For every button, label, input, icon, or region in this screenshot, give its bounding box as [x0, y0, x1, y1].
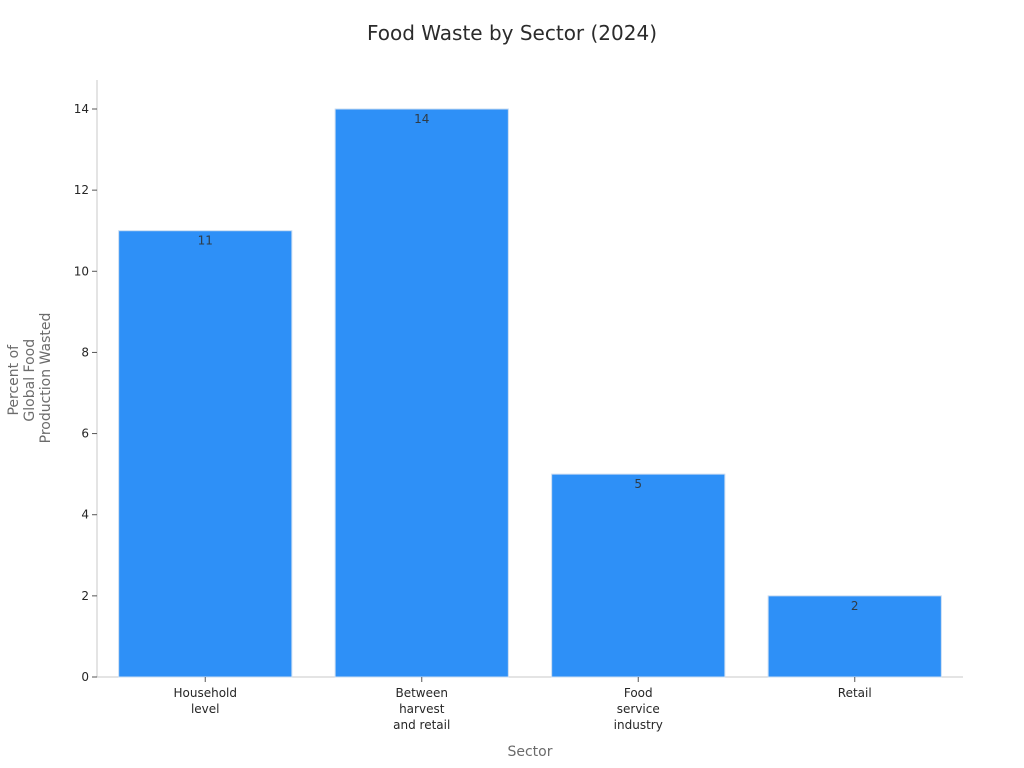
y-tick-label: 10 — [74, 264, 89, 278]
y-axis-label-line: Global Food — [22, 339, 38, 422]
y-axis-label: Percent of Global Food Production Wasted — [6, 313, 54, 444]
x-tick-label-line: Between — [395, 686, 448, 700]
x-tick-label-line: and retail — [393, 718, 450, 732]
data-label: 14 — [414, 112, 429, 126]
x-tick-label-line: service — [617, 702, 660, 716]
x-tick-label: Household level — [173, 686, 237, 716]
x-tick-label-line: Food — [624, 686, 653, 700]
y-axis-label-line: Percent of — [6, 344, 22, 416]
data-label: 11 — [198, 234, 213, 248]
x-tick-label-line: level — [191, 702, 220, 716]
bar — [551, 473, 726, 678]
x-tick-label: Food service industry — [614, 686, 663, 732]
y-tick-label: 8 — [81, 345, 89, 359]
x-tick-label: Retail — [838, 686, 872, 700]
x-tick-label: Between harvest and retail — [393, 686, 450, 732]
x-tick-label-line: harvest — [399, 702, 445, 716]
y-tick-label: 6 — [81, 427, 89, 441]
y-tick-label: 2 — [81, 589, 89, 603]
bar — [767, 595, 942, 678]
y-tick-label: 14 — [74, 102, 89, 116]
x-tick-label-line: industry — [614, 718, 663, 732]
bar — [334, 108, 509, 678]
y-axis-label-line: Production Wasted — [38, 313, 54, 444]
y-tick-label: 4 — [81, 508, 89, 522]
x-tick-label-line: Retail — [838, 686, 872, 700]
chart-title: Food Waste by Sector (2024) — [367, 21, 657, 45]
plot-area: 0 2 4 6 8 10 12 14 11 Household level 14 Between harv… — [74, 80, 963, 732]
data-label: 5 — [634, 477, 642, 491]
bar — [118, 230, 293, 678]
x-tick-label-line: Household — [173, 686, 237, 700]
data-label: 2 — [851, 599, 859, 613]
y-tick-label: 0 — [81, 670, 89, 684]
y-tick-label: 12 — [74, 183, 89, 197]
x-axis-label: Sector — [507, 744, 552, 760]
